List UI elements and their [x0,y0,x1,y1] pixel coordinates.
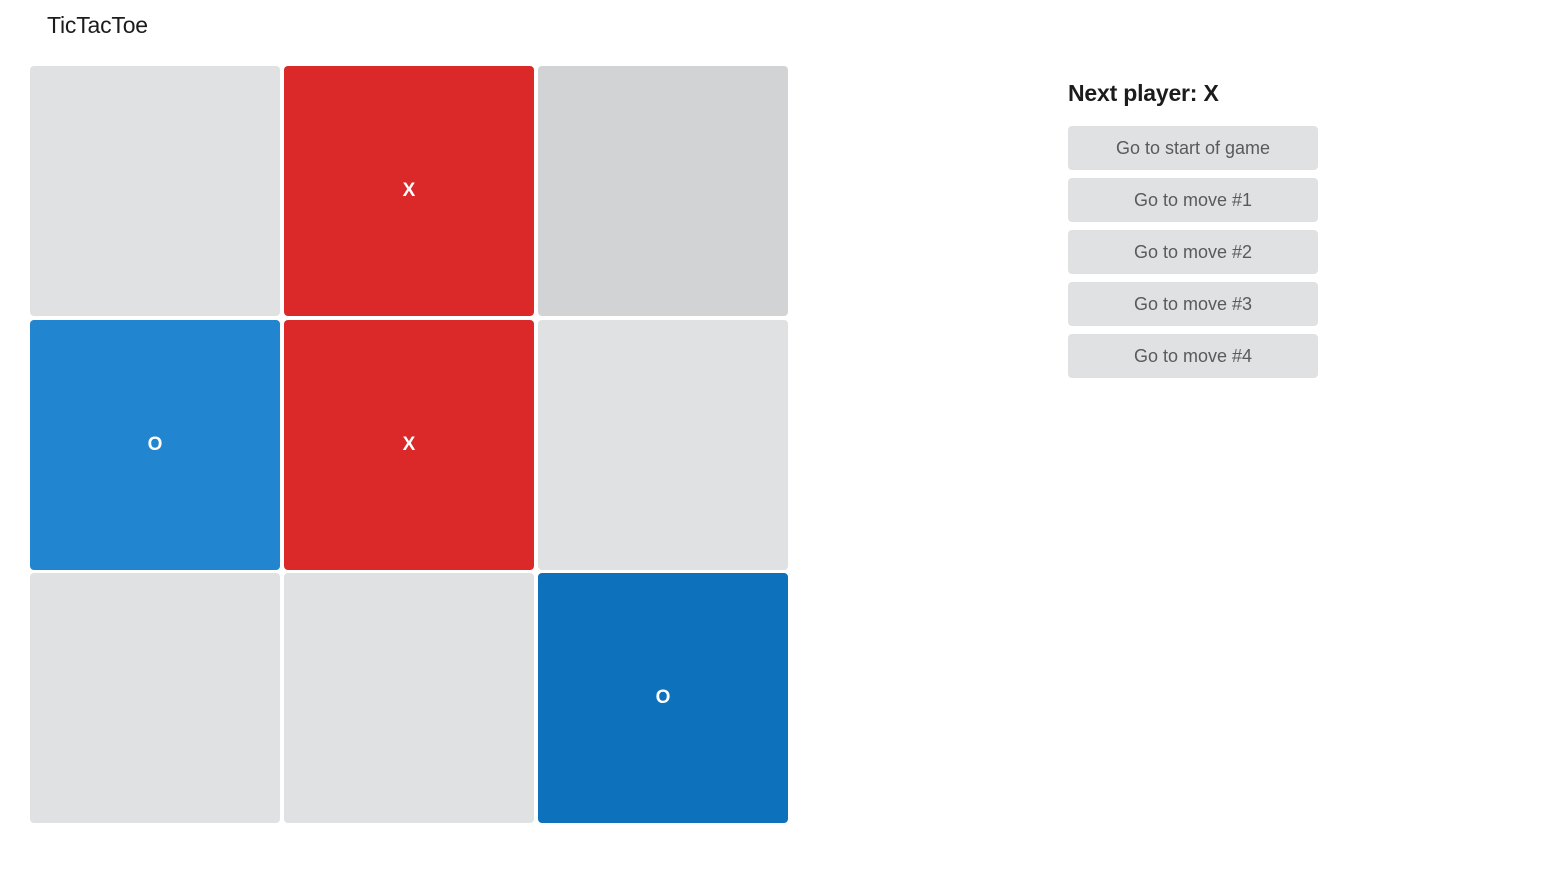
board-cell-0[interactable] [30,66,280,316]
move-history-item: Go to start of game [1068,126,1318,170]
move-history-item: Go to move #1 [1068,178,1318,222]
app-title: TicTacToe [47,12,148,38]
game-board: X O X O [30,66,788,823]
go-to-move-2-button[interactable]: Go to move #2 [1068,230,1318,274]
board-cell-2[interactable] [538,66,788,316]
go-to-move-1-button[interactable]: Go to move #1 [1068,178,1318,222]
board-cell-5[interactable] [538,319,788,570]
move-history-item: Go to move #2 [1068,230,1318,274]
go-to-move-4-button[interactable]: Go to move #4 [1068,334,1318,378]
game-info: Next player: X Go to start of game Go to… [1068,79,1318,386]
go-to-move-3-button[interactable]: Go to move #3 [1068,282,1318,326]
move-history-list: Go to start of game Go to move #1 Go to … [1068,126,1318,378]
move-history-item: Go to move #3 [1068,282,1318,326]
board-cell-8[interactable]: O [538,573,788,823]
next-player-status: Next player: X [1068,80,1219,106]
board-cell-3[interactable]: O [30,319,280,570]
board-cell-7[interactable] [284,573,534,823]
board-cell-4[interactable]: X [284,319,534,570]
move-history-item: Go to move #4 [1068,334,1318,378]
go-to-start-button[interactable]: Go to start of game [1068,126,1318,170]
board-cell-1[interactable]: X [284,66,534,316]
board-cell-6[interactable] [30,573,280,823]
